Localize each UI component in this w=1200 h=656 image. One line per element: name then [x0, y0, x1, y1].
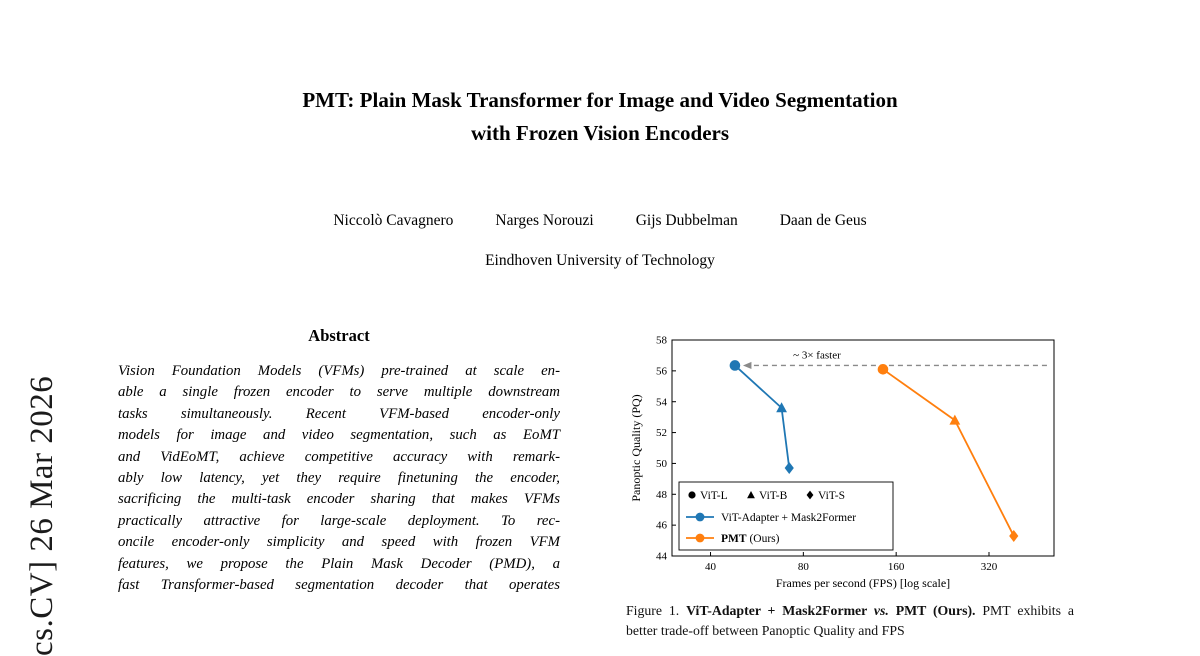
svg-text:320: 320: [981, 561, 998, 573]
svg-text:80: 80: [798, 561, 810, 573]
abstract-line: able a single frozen encoder to serve mu…: [118, 384, 560, 401]
paper-title-line2: with Frozen Vision Encoders: [470, 120, 730, 145]
abstract-line: oncile encoder-only simplicity and speed…: [118, 534, 560, 551]
author-name: Niccolò Cavagnero: [333, 212, 454, 229]
paper-title-line1: PMT: Plain Mask Transformer for Image an…: [302, 88, 898, 112]
svg-text:~ 3× faster: ~ 3× faster: [793, 349, 841, 361]
svg-text:ViT-Adapter + Mask2Former: ViT-Adapter + Mask2Former: [721, 512, 856, 524]
caption-bold-baseline: ViT-Adapter + Mask2Former: [686, 603, 874, 618]
author-name: Gijs Dubbelman: [635, 212, 738, 229]
caption-bold-ours: PMT (Ours).: [895, 603, 976, 618]
svg-text:40: 40: [705, 561, 717, 573]
svg-text:ViT-B: ViT-B: [759, 490, 788, 502]
abstract-line: fast Transformer-based segmentation deco…: [118, 577, 560, 594]
svg-text:58: 58: [656, 335, 668, 347]
svg-text:PMT (Ours): PMT (Ours): [721, 533, 780, 545]
figure-1-chart: 44 46 48 50 52 54 56 58 40 80 160 320 Frames per sec…: [626, 328, 1066, 596]
abstract-text: Vision Foundation Models (VFMs) pre-trai…: [118, 361, 560, 596]
abstract-line: Vision Foundation Models (VFMs) pre-trai…: [118, 363, 560, 379]
abstract-line: and VidEoMT, achieve competitive accurac…: [118, 448, 560, 465]
svg-text:Panoptic Quality (PQ): Panoptic Quality (PQ): [629, 394, 643, 501]
svg-text:44: 44: [656, 551, 668, 563]
abstract-line: ably low latency, yet they require finet…: [118, 470, 560, 487]
svg-text:46: 46: [656, 520, 668, 532]
svg-text:50: 50: [656, 458, 668, 470]
abstract-line: models for image and video segmentation,…: [118, 427, 560, 444]
affiliation: Eindhoven University of Technology: [485, 252, 715, 269]
svg-text:56: 56: [656, 365, 668, 377]
author-name: Narges Norouzi: [495, 212, 594, 229]
svg-text:52: 52: [656, 427, 667, 439]
pq-vs-fps-plot: 44 46 48 50 52 54 56 58 40 80 160 320 Frames per sec…: [629, 335, 1055, 590]
caption-body: PMT exhibits a better trade-off between …: [626, 603, 1074, 638]
arxiv-sidebar-stamp: cs.CV] 26 Mar 2026: [24, 375, 60, 656]
svg-text:ViT-L: ViT-L: [700, 490, 728, 502]
abstract-line: features, we propose the Plain Mask Deco…: [118, 555, 560, 572]
paper-title: PMT: Plain Mask Transformer for Image an…: [0, 84, 1200, 149]
author-name: Daan de Geus: [779, 212, 867, 229]
author-list: Niccolò Cavagnero Narges Norouzi Gijs Du…: [0, 212, 1200, 230]
svg-text:160: 160: [888, 561, 905, 573]
abstract-heading: Abstract: [308, 326, 370, 345]
abstract-line: practically attractive for large-scale d…: [118, 512, 560, 529]
caption-vs: vs.: [873, 603, 896, 618]
left-column: Abstract Vision Foundation Models (VFMs)…: [118, 326, 560, 596]
caption-figure-label: Figure 1.: [626, 603, 687, 618]
svg-text:Frames per second (FPS) [log s: Frames per second (FPS) [log scale]: [776, 576, 950, 590]
abstract-line: sacrificing the multi-task encoder shari…: [118, 491, 560, 508]
abstract-line: tasks simultaneously. Recent VFM-based e…: [118, 405, 560, 422]
svg-text:48: 48: [656, 489, 668, 501]
figure-1-caption: Figure 1. ViT-Adapter + Mask2Former vs. …: [626, 601, 1074, 640]
svg-text:54: 54: [656, 396, 668, 408]
right-column: 44 46 48 50 52 54 56 58 40 80 160 320 Frames per sec…: [626, 328, 1088, 640]
svg-text:ViT-S: ViT-S: [818, 490, 845, 502]
